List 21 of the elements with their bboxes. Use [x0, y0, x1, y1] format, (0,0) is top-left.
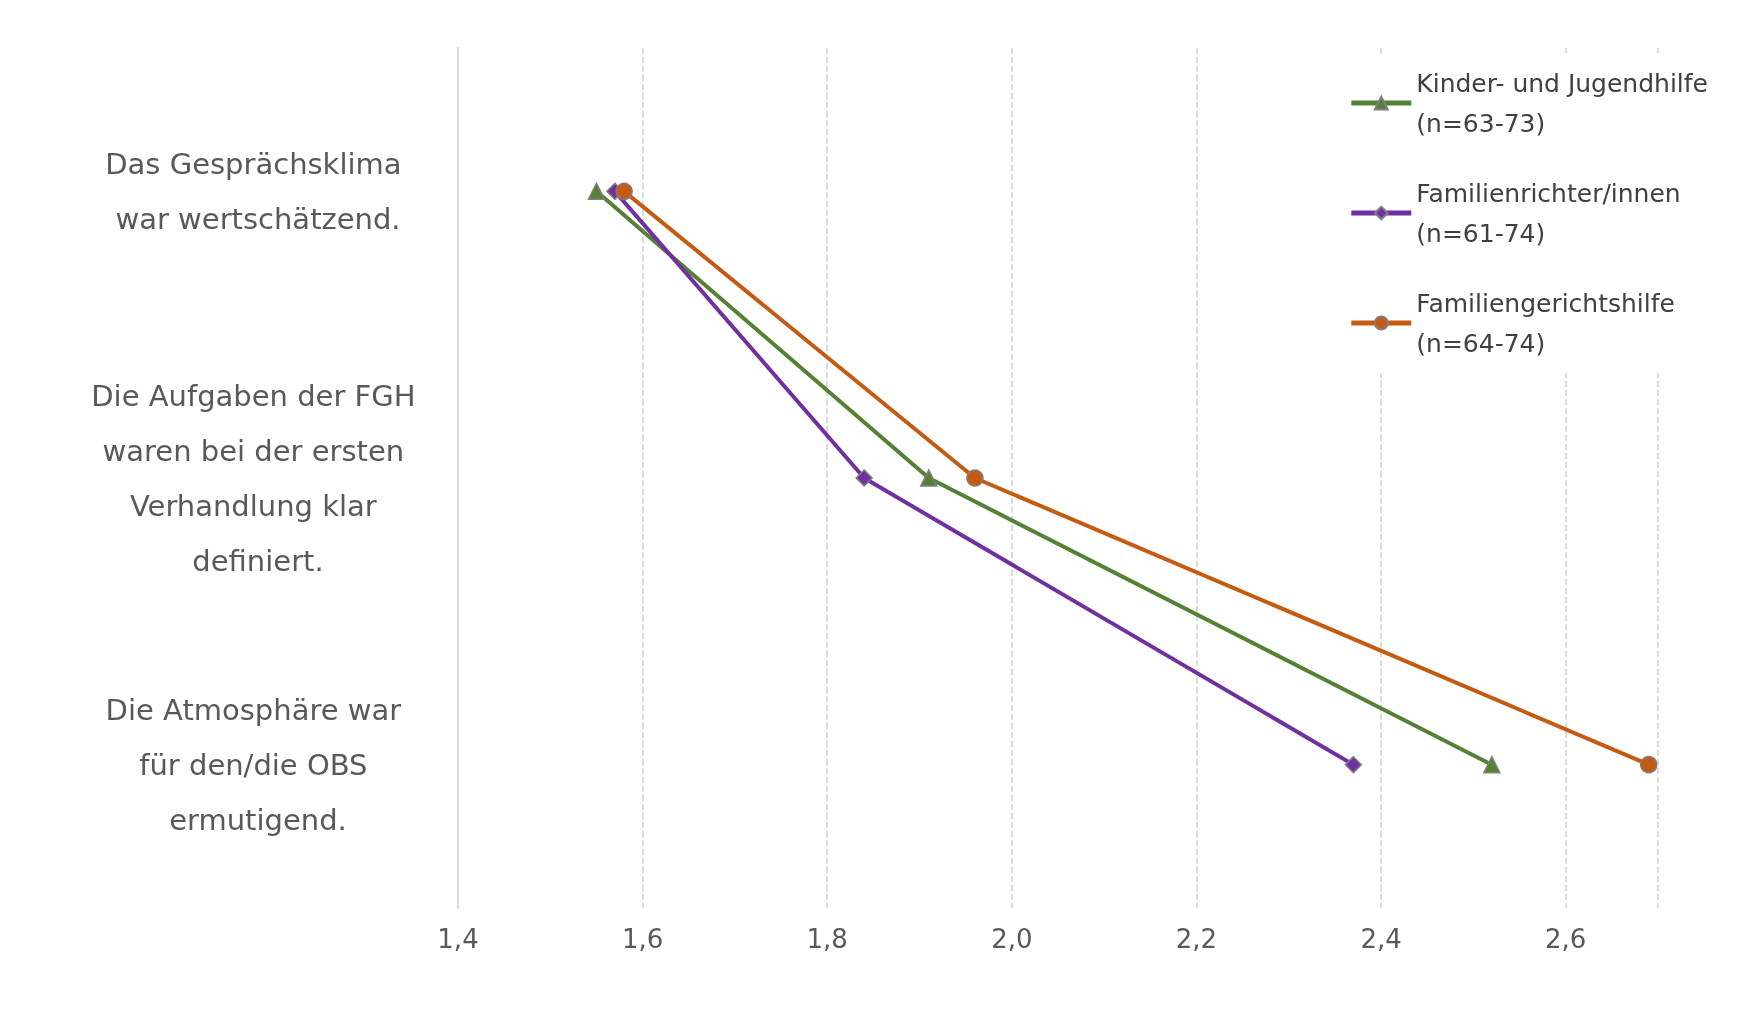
- x-tick-label: 1,8: [806, 924, 848, 954]
- point: [920, 469, 938, 487]
- point: [587, 182, 606, 201]
- x-tick-label: 2,4: [1360, 924, 1402, 954]
- x-tick-label: 1,6: [621, 924, 664, 954]
- x-tick-label: 2,6: [1545, 924, 1587, 954]
- legend-label: Familiengerichtshilfe (n=64-74): [1416, 288, 1675, 358]
- x-tick-label: 2,0: [991, 924, 1033, 954]
- x-tick-label: 1,4: [437, 924, 479, 954]
- point: [1344, 755, 1363, 774]
- y-tick-label: Das Gesprächsklima war wertschätzend.: [105, 146, 411, 236]
- point: [615, 182, 633, 201]
- point: [1483, 755, 1501, 774]
- legend-label: Familienrichter/innen (n=61-74): [1416, 178, 1681, 248]
- legend-label: Kinder- und Jugendhilfe (n=63-73): [1416, 68, 1708, 138]
- point: [966, 469, 984, 487]
- y-tick-label: Die Aufgaben der FGH waren bei der ersten Verhandlung klar definiert.: [91, 378, 425, 578]
- y-tick-label: Die Atmosphäre war für den/die OBS ermutigend.: [105, 692, 411, 837]
- point: [1640, 755, 1658, 774]
- point: [855, 469, 873, 487]
- x-tick-label: 2,2: [1175, 924, 1218, 954]
